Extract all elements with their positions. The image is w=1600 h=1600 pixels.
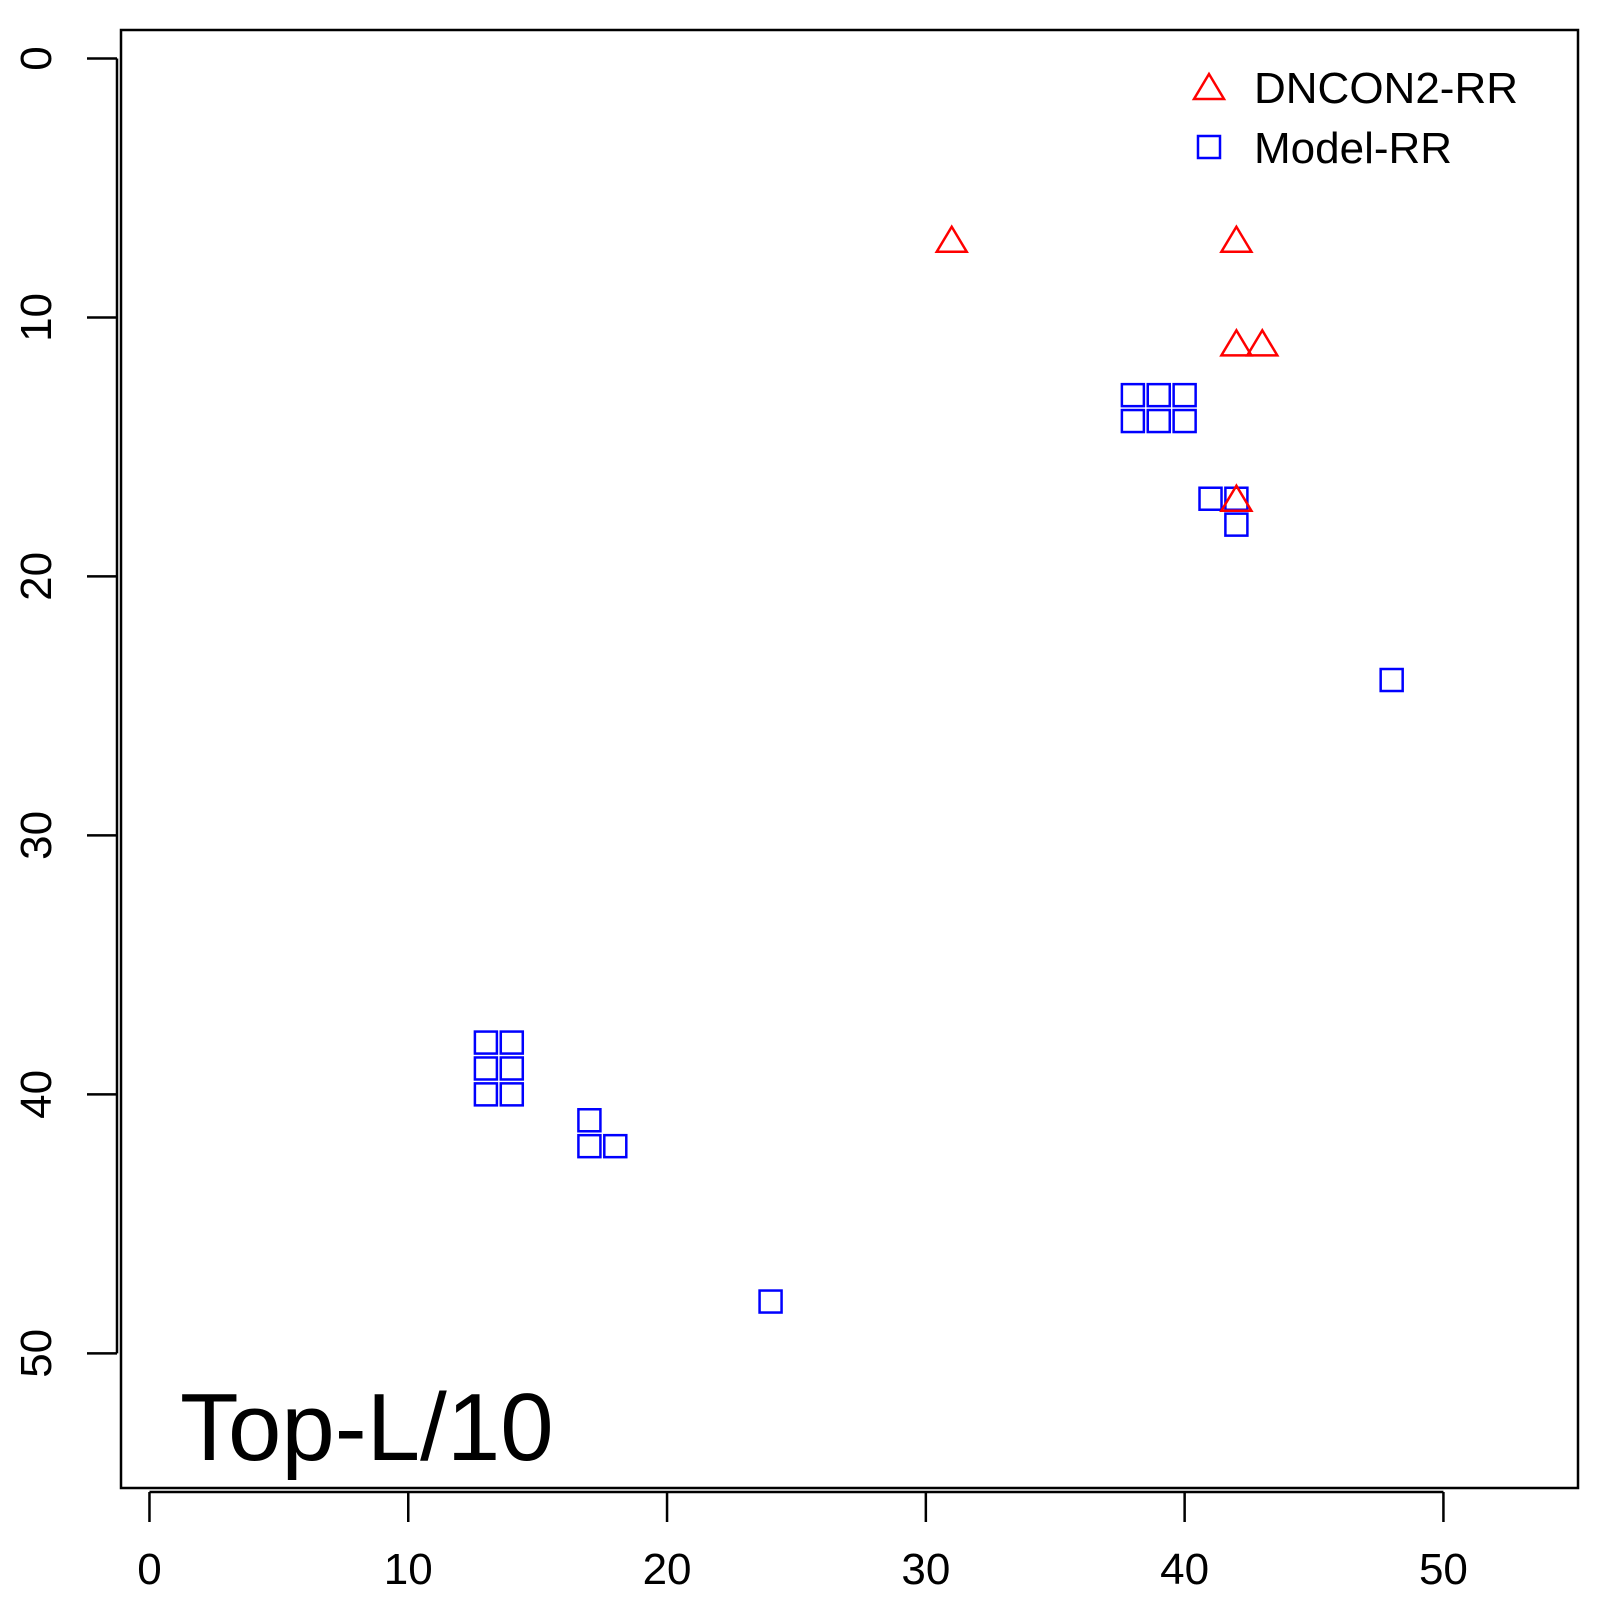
triangle-point (1219, 224, 1254, 254)
square-point (1379, 667, 1404, 693)
square-point (758, 1289, 783, 1314)
data-points (473, 224, 1404, 1314)
square-point (1120, 382, 1146, 408)
legend-label: DNCON2-RR (1254, 64, 1518, 113)
triangle-point (1219, 483, 1254, 512)
panel-label: Top-L/10 (180, 1374, 554, 1481)
x-tick-label: 40 (1160, 1545, 1209, 1594)
square-point (1146, 382, 1172, 408)
triangle-point (1245, 327, 1280, 357)
square-point (577, 1133, 602, 1159)
triangle-point (1219, 327, 1254, 357)
x-axis: 0 10 20 30 40 50 (137, 1490, 1468, 1594)
series-square (473, 382, 1404, 1314)
y-tick-label: 10 (12, 293, 61, 342)
square-point (499, 1030, 525, 1055)
square-point (603, 1133, 628, 1159)
square-point (1172, 408, 1197, 434)
legend-triangle-marker (1191, 71, 1227, 101)
x-tick-label: 50 (1419, 1545, 1468, 1594)
square-point (1146, 408, 1172, 434)
plot-frame (119, 28, 1580, 1490)
square-point (499, 1056, 525, 1081)
y-tick-label: 30 (12, 811, 61, 860)
y-tick-label: 20 (12, 552, 61, 601)
y-tick-label: 40 (12, 1070, 61, 1119)
square-point (1120, 408, 1146, 434)
square-point (473, 1056, 499, 1081)
x-tick-label: 10 (384, 1545, 433, 1594)
legend: DNCON2-RR Model-RR (1191, 64, 1518, 173)
y-tick-label: 0 (12, 46, 61, 70)
square-point (1172, 382, 1197, 408)
legend-square-marker (1196, 134, 1222, 160)
square-point (1198, 486, 1223, 511)
square-point (577, 1108, 602, 1133)
legend-label: Model-RR (1254, 124, 1452, 173)
x-tick-label: 20 (643, 1545, 692, 1594)
square-point (473, 1030, 499, 1055)
series-triangle (934, 224, 1280, 512)
y-tick-label: 50 (12, 1329, 61, 1378)
square-point (473, 1082, 499, 1107)
y-axis: 0 10 20 30 40 50 (12, 46, 119, 1378)
x-tick-label: 0 (137, 1545, 161, 1594)
square-point (1224, 512, 1249, 537)
square-point (499, 1082, 525, 1107)
x-tick-label: 30 (901, 1545, 950, 1594)
triangle-point (934, 224, 969, 254)
